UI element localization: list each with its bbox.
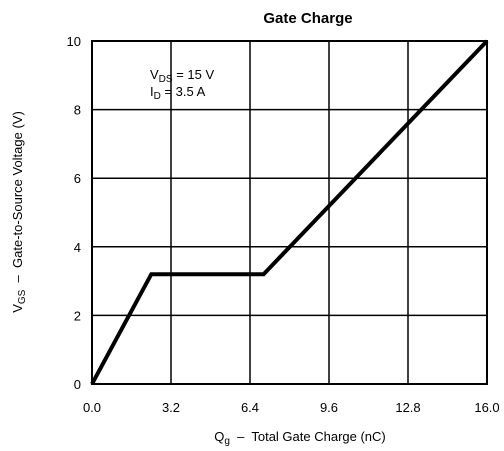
y-tick-label: 6: [74, 171, 81, 186]
chart-title: Gate Charge: [263, 10, 352, 27]
y-tick-label: 8: [74, 103, 81, 118]
grid-lines: [92, 41, 487, 384]
annotation-id: ID = 3.5 A: [150, 84, 206, 102]
x-tick-label: 6.4: [241, 400, 259, 415]
x-tick-label: 12.8: [395, 400, 420, 415]
y-tick-label: 2: [74, 308, 81, 323]
series-line-vgs: [90, 39, 489, 385]
y-tick-label: 10: [67, 34, 81, 49]
y-tick-label: 4: [74, 240, 81, 255]
x-tick-label: 9.6: [320, 400, 338, 415]
x-tick-labels: 0.0 3.2 6.4 9.6 12.8 16.0: [83, 400, 500, 415]
x-tick-label: 0.0: [83, 400, 101, 415]
x-tick-label: 3.2: [162, 400, 180, 415]
x-tick-label: 16.0: [474, 400, 499, 415]
y-tick-labels: 0 2 4 6 8 10: [67, 34, 81, 392]
x-axis-label: Qg – Total Gate Charge (nC): [214, 429, 386, 447]
plot-frame: [91, 40, 488, 385]
y-axis-label: VGS – Gate-to-Source Voltage (V): [10, 111, 28, 313]
y-tick-label: 0: [74, 377, 81, 392]
annotation-vds: VDS = 15 V: [150, 67, 214, 85]
